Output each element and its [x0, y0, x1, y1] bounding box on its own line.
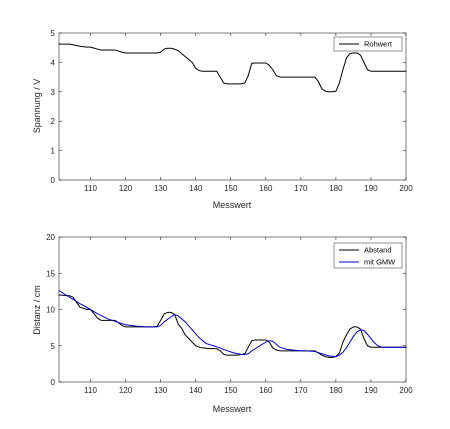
x-tick-label: 140	[189, 184, 203, 193]
y-tick-label: 20	[46, 233, 55, 242]
series-line-mit-gmw	[58, 290, 407, 358]
x-tick-label: 160	[259, 184, 273, 193]
y-tick-label: 4	[51, 58, 56, 67]
series-line-rohwert	[58, 43, 407, 93]
legend-label: Abstand	[364, 246, 392, 255]
x-tick-label: 170	[294, 386, 308, 395]
y-axis-label: Spannung / V	[32, 79, 42, 134]
voltage-chart: 110 120 130 140 150 160 170 180 190 200 0 1 2 3 4 5 Mes…	[32, 29, 413, 210]
plot-area	[58, 32, 407, 181]
series-group	[58, 43, 407, 93]
legend: Rohwert	[333, 36, 403, 52]
x-tick-label: 160	[259, 386, 273, 395]
x-tick-label: 110	[84, 386, 97, 395]
y-tick-label: 2	[51, 117, 56, 126]
distance-chart: 110 120 130 140 150 160 170 180 190 200 0 5 10 15 20 M…	[32, 233, 413, 414]
x-tick-label: 190	[364, 184, 378, 193]
x-axis-label: Messwert	[213, 404, 252, 414]
y-tick-label: 0	[51, 378, 56, 387]
x-tick-label: 170	[294, 184, 308, 193]
y-tick-label: 5	[51, 29, 56, 38]
y-tick-label: 5	[51, 342, 56, 351]
x-tick-label: 150	[224, 386, 238, 395]
x-tick-label: 120	[119, 386, 133, 395]
x-tick-label: 130	[154, 386, 168, 395]
tick-group: 110 120 130 140 150 160 170 180 190 200 0 5 10 15 20	[46, 233, 413, 395]
legend: Abstand mit GMW	[333, 242, 403, 269]
x-axis-label: Messwert	[213, 200, 252, 210]
x-tick-label: 120	[119, 184, 133, 193]
legend-label: Rohwert	[364, 40, 393, 49]
x-tick-label: 200	[399, 386, 413, 395]
y-axis-label: Distanz / cm	[32, 285, 42, 335]
y-tick-label: 1	[51, 147, 56, 156]
x-tick-label: 150	[224, 184, 238, 193]
y-tick-label: 0	[51, 176, 56, 185]
legend-box	[333, 36, 403, 52]
x-tick-label: 200	[399, 184, 413, 193]
y-tick-label: 10	[46, 306, 55, 315]
x-tick-label: 190	[364, 386, 378, 395]
x-tick-label: 140	[189, 386, 203, 395]
y-tick-label: 3	[51, 88, 56, 97]
x-tick-label: 180	[329, 184, 343, 193]
x-tick-label: 110	[84, 184, 97, 193]
x-tick-label: 130	[154, 184, 168, 193]
legend-box	[333, 242, 403, 269]
x-tick-label: 180	[329, 386, 343, 395]
legend-label: mit GMW	[364, 258, 396, 267]
series-group	[58, 290, 407, 358]
y-tick-label: 15	[46, 269, 55, 278]
tick-group: 110 120 130 140 150 160 170 180 190 200 0 1 2 3 4 5	[51, 29, 414, 193]
